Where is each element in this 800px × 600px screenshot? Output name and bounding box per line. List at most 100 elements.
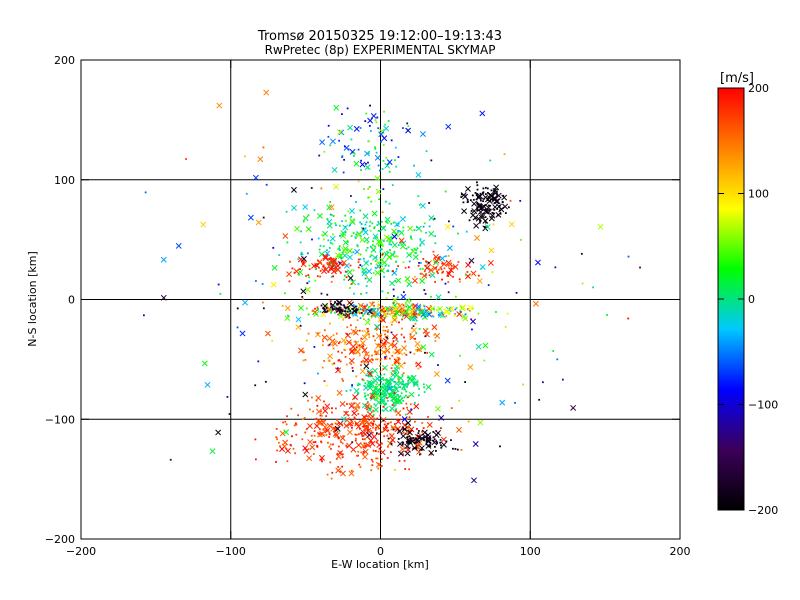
data-point-dot xyxy=(357,180,360,183)
data-point-dot xyxy=(330,311,332,314)
data-point-dot xyxy=(430,159,433,162)
data-point-dot xyxy=(324,311,326,313)
data-point-x xyxy=(482,217,489,224)
data-point-x xyxy=(348,403,355,409)
data-point-dot xyxy=(368,185,371,188)
data-point-x xyxy=(474,235,480,241)
data-point-x xyxy=(300,288,307,295)
data-point-x xyxy=(239,330,246,337)
data-point-dot xyxy=(452,447,454,450)
data-point-dot xyxy=(418,349,421,352)
data-point-dot xyxy=(372,307,374,310)
data-point-dot xyxy=(329,322,331,325)
data-point-dot xyxy=(365,415,368,417)
data-point-dot xyxy=(561,378,564,381)
data-point-dot xyxy=(453,265,456,268)
data-point-dot xyxy=(419,365,422,368)
data-point-dot xyxy=(406,406,409,409)
data-point-dot xyxy=(376,224,379,226)
data-point-dot xyxy=(144,191,147,194)
data-point-dot xyxy=(489,159,492,162)
data-point-dot xyxy=(395,408,397,411)
data-point-dot xyxy=(419,268,422,270)
data-point-dot xyxy=(450,407,453,410)
data-point-dot xyxy=(410,238,413,240)
data-point-dot xyxy=(394,313,397,316)
data-point-dot xyxy=(316,404,319,407)
data-point-x xyxy=(456,426,463,433)
data-point-x xyxy=(435,294,442,301)
data-point-dot xyxy=(401,327,403,330)
data-point-dot xyxy=(377,303,380,306)
data-point-dot xyxy=(468,219,471,222)
data-point-dot xyxy=(286,241,289,244)
data-point-x xyxy=(445,123,452,130)
data-point-dot xyxy=(360,312,363,314)
data-point-dot xyxy=(386,387,388,390)
data-point-dot xyxy=(308,408,311,411)
data-point-dot xyxy=(415,443,417,446)
data-point-dot xyxy=(392,351,395,354)
data-point-dot xyxy=(381,399,383,401)
data-point-x xyxy=(570,404,577,411)
data-point-dot xyxy=(347,148,350,151)
data-point-dot xyxy=(401,444,404,447)
data-point-dot xyxy=(406,122,409,125)
data-point-dot xyxy=(470,274,473,277)
data-point-x xyxy=(319,139,326,146)
data-point-dot xyxy=(346,310,349,313)
data-point-dot xyxy=(359,253,362,256)
data-point-x xyxy=(315,395,322,401)
data-point-x xyxy=(316,420,323,427)
data-point-dot xyxy=(380,140,383,143)
data-point-dot xyxy=(410,408,413,411)
data-point-dot xyxy=(395,386,398,389)
data-point-dot xyxy=(477,274,480,277)
data-point-dot xyxy=(303,382,306,385)
data-point-dot xyxy=(386,313,389,315)
data-point-dot xyxy=(639,266,641,269)
data-point-dot xyxy=(377,343,380,346)
data-point-x xyxy=(333,104,340,111)
data-point-x xyxy=(375,399,382,406)
data-point-dot xyxy=(375,397,378,400)
data-point-dot xyxy=(395,165,398,168)
data-point-dot xyxy=(429,305,432,307)
data-point-dot xyxy=(352,232,355,234)
data-point-x xyxy=(247,214,254,221)
data-point-dot xyxy=(364,394,367,397)
data-point-dot xyxy=(479,199,482,202)
data-point-dot xyxy=(333,362,336,365)
data-point-dot xyxy=(337,304,340,307)
data-point-dot xyxy=(416,428,418,430)
data-point-dot xyxy=(389,313,391,315)
data-point-dot xyxy=(423,222,426,225)
data-point-dot xyxy=(390,236,393,239)
data-point-dot xyxy=(391,385,394,388)
data-point-dot xyxy=(334,427,337,430)
data-point-dot xyxy=(476,209,479,212)
data-point-dot xyxy=(402,127,404,129)
data-point-dot xyxy=(376,358,379,361)
data-point-dot xyxy=(386,330,389,333)
data-point-dot xyxy=(354,417,357,420)
data-point-dot xyxy=(314,418,317,420)
data-point-dot xyxy=(405,417,408,420)
data-point-dot xyxy=(329,262,331,265)
data-point-dot xyxy=(393,423,396,425)
data-point-dot xyxy=(390,443,393,445)
data-point-dot xyxy=(375,457,378,460)
data-point-dot xyxy=(381,442,383,445)
data-point-dot xyxy=(465,230,468,233)
data-point-dot xyxy=(377,229,380,232)
data-point-dot xyxy=(414,322,417,325)
y-tick-label: 100 xyxy=(54,174,75,187)
data-point-x xyxy=(271,264,278,271)
data-point-x xyxy=(334,425,341,432)
data-point-dot xyxy=(423,386,426,389)
data-point-dot xyxy=(404,388,406,391)
data-point-dot xyxy=(321,344,324,347)
data-point-dot xyxy=(381,400,384,403)
data-point-dot xyxy=(343,310,346,313)
